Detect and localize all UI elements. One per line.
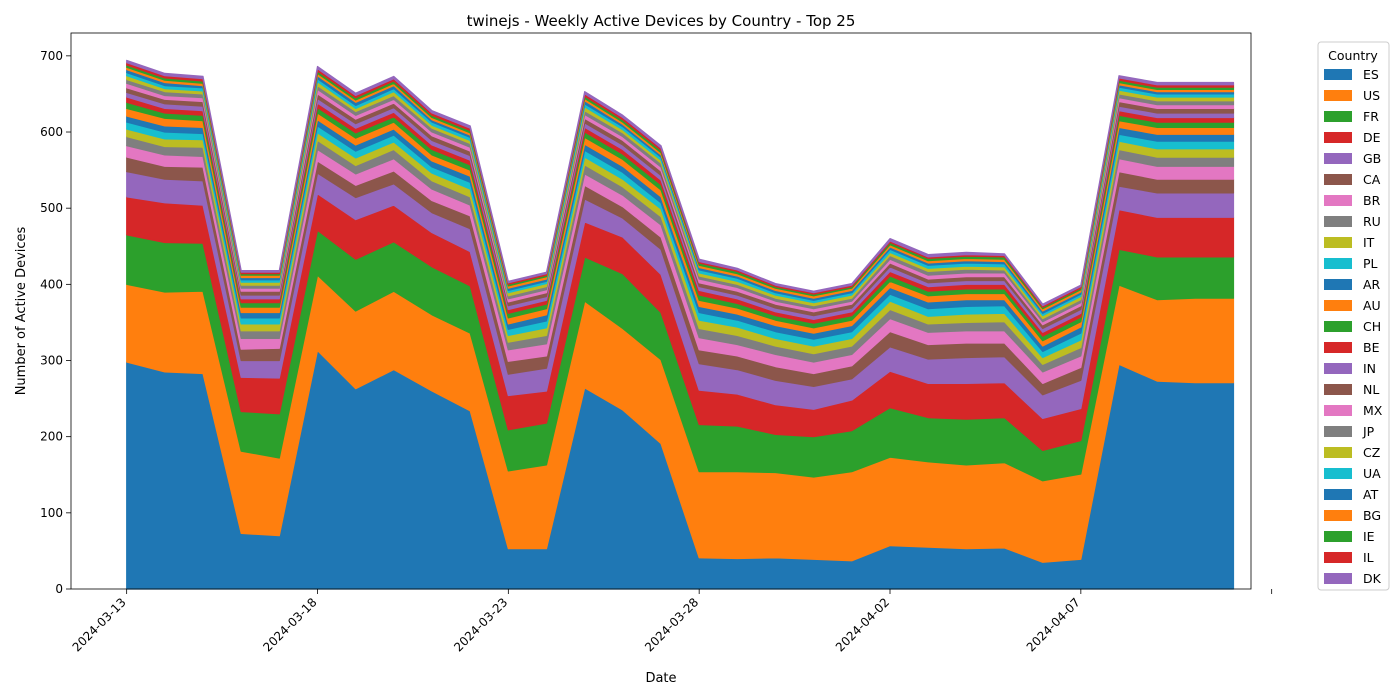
legend-label-il: IL bbox=[1363, 550, 1374, 565]
legend-swatch-mx bbox=[1324, 405, 1352, 416]
legend-swatch-cz bbox=[1324, 447, 1352, 458]
y-tick-label: 700 bbox=[40, 49, 63, 63]
legend-label-be: BE bbox=[1363, 340, 1380, 355]
legend-label-pl: PL bbox=[1363, 256, 1378, 271]
legend-label-ru: RU bbox=[1363, 214, 1381, 229]
x-tick-label: 2024-03-13 bbox=[70, 595, 129, 654]
legend-swatch-ch bbox=[1324, 321, 1352, 332]
legend-swatch-fr bbox=[1324, 111, 1352, 122]
legend-label-br: BR bbox=[1363, 193, 1381, 208]
legend-label-bg: BG bbox=[1363, 508, 1381, 523]
legend-swatch-in bbox=[1324, 363, 1352, 374]
legend-label-ie: IE bbox=[1363, 529, 1375, 544]
y-tick-label: 300 bbox=[40, 354, 63, 368]
legend-title: Country bbox=[1328, 48, 1378, 63]
legend-swatch-gb bbox=[1324, 153, 1352, 164]
legend-label-jp: JP bbox=[1362, 424, 1375, 439]
y-tick-label: 500 bbox=[40, 201, 63, 215]
legend-swatch-il bbox=[1324, 552, 1352, 563]
legend-label-au: AU bbox=[1363, 298, 1381, 313]
legend-swatch-au bbox=[1324, 300, 1352, 311]
legend-swatch-es bbox=[1324, 69, 1352, 80]
legend-label-at: AT bbox=[1363, 487, 1379, 502]
legend-label-cz: CZ bbox=[1363, 445, 1380, 460]
y-axis: 0 100 200 300 400 500 600 700 bbox=[40, 49, 71, 596]
x-tick-label: 2024-03-18 bbox=[260, 595, 319, 654]
x-axis: 2024-03-13 2024-03-18 2024-03-23 2024-03-28… bbox=[70, 589, 1273, 654]
chart-title: twinejs - Weekly Active Devices by Count… bbox=[467, 12, 856, 30]
legend-label-nl: NL bbox=[1363, 382, 1379, 397]
legend-label-in: IN bbox=[1363, 361, 1376, 376]
legend-label-us: US bbox=[1363, 88, 1380, 103]
legend-label-fr: FR bbox=[1363, 109, 1379, 124]
x-tick-label: 2024-04-02 bbox=[833, 595, 892, 654]
series-areas bbox=[126, 59, 1235, 590]
x-tick-label: 2024-03-23 bbox=[451, 595, 510, 654]
legend-swatch-at bbox=[1324, 489, 1352, 500]
legend-label-ca: CA bbox=[1363, 172, 1381, 187]
x-tick-label: 2024-04-07 bbox=[1024, 595, 1083, 654]
area-dk bbox=[126, 59, 1235, 307]
x-tick-label: 2024-03-28 bbox=[642, 595, 701, 654]
x-axis-label: Date bbox=[645, 671, 676, 686]
legend-label-ua: UA bbox=[1363, 466, 1381, 481]
legend-label-it: IT bbox=[1363, 235, 1375, 250]
legend-label-de: DE bbox=[1363, 130, 1381, 145]
y-tick-label: 400 bbox=[40, 277, 63, 291]
legend-label-mx: MX bbox=[1363, 403, 1383, 418]
legend-swatch-ua bbox=[1324, 468, 1352, 479]
y-tick-label: 100 bbox=[40, 506, 63, 520]
legend-swatch-pl bbox=[1324, 258, 1352, 269]
legend-swatch-br bbox=[1324, 195, 1352, 206]
legend-swatch-nl bbox=[1324, 384, 1352, 395]
y-tick-label: 600 bbox=[40, 125, 63, 139]
legend-label-ar: AR bbox=[1363, 277, 1381, 292]
legend-swatch-ie bbox=[1324, 531, 1352, 542]
legend-label-es: ES bbox=[1363, 67, 1379, 82]
legend-label-ch: CH bbox=[1363, 319, 1381, 334]
legend-swatch-dk bbox=[1324, 573, 1352, 584]
legend-swatch-it bbox=[1324, 237, 1352, 248]
legend-label-dk: DK bbox=[1363, 571, 1382, 586]
y-tick-label: 200 bbox=[40, 430, 63, 444]
legend-swatch-ru bbox=[1324, 216, 1352, 227]
plot-frame bbox=[70, 32, 1252, 590]
legend-swatch-jp bbox=[1324, 426, 1352, 437]
legend: Country ES US FR DE GB CA BR RU IT PL AR AU CH BE IN NL… bbox=[1317, 41, 1390, 591]
y-tick-label: 0 bbox=[55, 582, 63, 596]
legend-swatch-be bbox=[1324, 342, 1352, 353]
legend-label-gb: GB bbox=[1363, 151, 1381, 166]
legend-swatch-ca bbox=[1324, 174, 1352, 185]
y-axis-label: Number of Active Devices bbox=[14, 226, 29, 395]
legend-swatch-ar bbox=[1324, 279, 1352, 290]
legend-swatch-bg bbox=[1324, 510, 1352, 521]
legend-items: ES US FR DE GB CA BR RU IT PL AR AU CH BE IN NL MX JP CZ UA… bbox=[1324, 67, 1383, 586]
legend-swatch-us bbox=[1324, 90, 1352, 101]
legend-swatch-de bbox=[1324, 132, 1352, 143]
